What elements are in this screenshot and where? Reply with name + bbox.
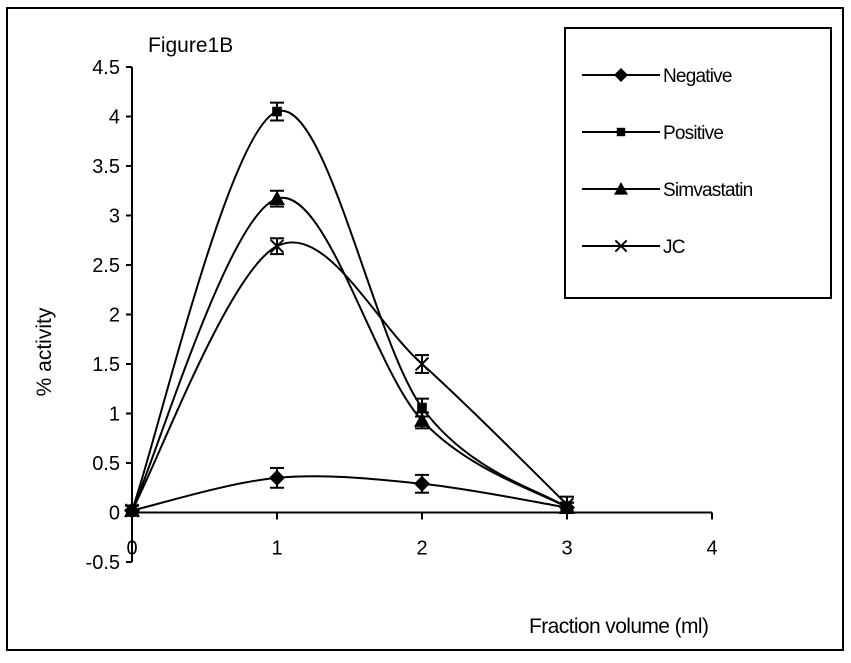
x-tick-label: 4 (706, 538, 717, 560)
y-tick-label: 2.5 (92, 255, 120, 277)
x-tick-label: 0 (126, 538, 137, 560)
legend-label: JC (663, 237, 685, 258)
series-layer (124, 101, 575, 519)
y-tick-label: 4 (109, 107, 120, 129)
data-point-positive (417, 402, 427, 413)
y-tick-label: 1 (109, 404, 120, 426)
data-point-jc (559, 497, 575, 512)
legend-marker-negative (614, 68, 628, 82)
legend-box (564, 27, 832, 299)
data-point-negative (414, 475, 430, 492)
legend-label: Negative (663, 66, 732, 87)
legend-item-simvastatin: Simvastatin (582, 180, 753, 201)
chart-title: Figure1B (148, 34, 233, 57)
axes: -0.5 0 0.5 1 1.5 2 2.5 3 3.5 4 4.5 0 1 2 3 4 (86, 57, 718, 574)
data-point-simvastatin (414, 412, 430, 427)
legend-item-positive: Positive (582, 123, 724, 144)
data-point-jc (124, 503, 140, 518)
y-tick-label: 2 (109, 305, 120, 327)
legend-label: Simvastatin (663, 180, 753, 201)
y-axis-label: % activity (33, 307, 56, 396)
x-tick-label: 1 (271, 538, 282, 560)
series-line-jc (131, 241, 568, 512)
series-jc (124, 237, 575, 518)
legend-item-jc: JC (582, 237, 686, 258)
y-tick-label: 1.5 (92, 354, 120, 376)
y-tick-label: 3 (109, 206, 120, 228)
x-axis-label: Fraction volume (ml) (529, 615, 708, 638)
legend-marker-positive (616, 127, 626, 137)
data-point-jc (414, 356, 430, 372)
series-line-negative (131, 475, 568, 512)
series-line-simvastatin (131, 196, 568, 511)
legend-label: Positive (663, 123, 723, 144)
x-tick-label: 2 (416, 538, 427, 560)
x-tick-label: 3 (561, 538, 572, 560)
y-tick-label: 0.5 (92, 453, 120, 475)
y-tick-label: 3.5 (92, 156, 120, 178)
legend: Negative Positive Simvastatin JC (564, 27, 832, 299)
legend-marker-simvastatin (614, 182, 628, 195)
y-tick-label: 4.5 (92, 57, 120, 79)
y-tick-label: -0.5 (86, 552, 120, 574)
y-tick-label: 0 (109, 503, 120, 525)
data-point-positive (272, 106, 282, 117)
data-point-simvastatin (269, 190, 285, 206)
legend-item-negative: Negative (582, 66, 733, 87)
legend-marker-jc (614, 239, 628, 253)
series-line-positive (131, 109, 568, 511)
data-point-negative (269, 469, 285, 486)
data-point-jc (269, 239, 285, 254)
